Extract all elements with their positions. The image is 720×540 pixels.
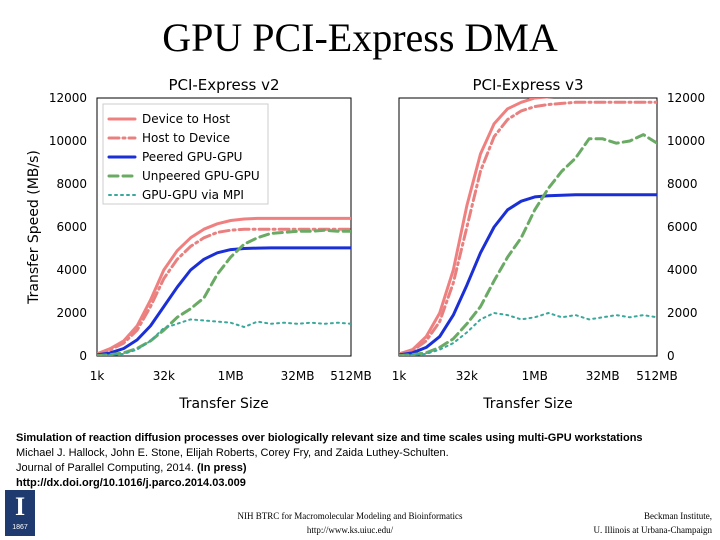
series-group <box>97 216 351 356</box>
y-tick-label: 4000 <box>56 263 87 277</box>
y-tick-label: 12000 <box>667 91 705 105</box>
footer-right: Beckman Institute, U. Illinois at Urbana… <box>512 509 712 537</box>
legend-label: GPU-GPU via MPI <box>142 188 244 202</box>
logo-year: 1867 <box>12 524 28 531</box>
slide-title: GPU PCI-Express DMA <box>162 15 558 60</box>
y-tick-label: 10000 <box>667 134 705 148</box>
legend-label: Unpeered GPU-GPU <box>142 169 260 183</box>
y-axis-label: Transfer Speed (MB/s) <box>26 150 42 305</box>
chart-title-v2: PCI-Express v2 <box>168 76 279 94</box>
caption: Simulation of reaction diffusion process… <box>16 431 716 491</box>
y-tick-label: 6000 <box>667 220 698 234</box>
series-line-gpu-gpu-via-mpi <box>399 312 657 356</box>
legend-label: Host to Device <box>142 131 230 145</box>
x-tick-label: 32k <box>153 369 175 383</box>
caption-journal: Journal of Parallel Computing, 2014. (In… <box>16 461 716 476</box>
y-tick-label: 6000 <box>56 220 87 234</box>
footer-right-line2: U. Illinois at Urbana-Champaign <box>593 525 712 535</box>
plot-frame <box>398 97 658 357</box>
x-tick-label: 1k <box>392 369 407 383</box>
y-tick-label: 8000 <box>56 177 87 191</box>
footer-center-line1: NIH BTRC for Macromolecular Modeling and… <box>237 511 463 521</box>
y-tick-label: 2000 <box>56 306 87 320</box>
y-tick-label: 12000 <box>49 91 87 105</box>
series-line-peered-gpu-gpu <box>399 193 657 356</box>
caption-title: Simulation of reaction diffusion process… <box>16 432 643 444</box>
y-tick-label: 8000 <box>667 177 698 191</box>
footer-center-url[interactable]: http://www.ks.uiuc.edu/ <box>306 525 394 535</box>
caption-journal-status: (In press) <box>197 462 247 474</box>
series-line-host-to-device <box>97 227 351 356</box>
caption-authors: Michael J. Hallock, John E. Stone, Elija… <box>16 447 449 459</box>
x-tick-label: 1k <box>90 369 105 383</box>
series-line-peered-gpu-gpu <box>97 246 351 356</box>
caption-doi-link[interactable]: http://dx.doi.org/10.1016/j.parco.2014.0… <box>16 477 246 489</box>
legend-label: Device to Host <box>142 112 230 126</box>
x-axis-label: Transfer Size <box>482 396 572 412</box>
legend-box <box>102 103 269 205</box>
series-line-device-to-host <box>97 216 351 356</box>
chart-legend: Device to Host Host to Device Peered GPU-G… <box>102 103 269 205</box>
series-line-host-to-device <box>399 100 657 356</box>
x-axis-label: Transfer Size <box>178 396 268 412</box>
y-tick-label: 4000 <box>667 263 698 277</box>
caption-journal-name: Journal of Parallel Computing, 2014. <box>16 462 194 474</box>
y-tick-label: 10000 <box>49 134 87 148</box>
x-tick-label: 32MB <box>281 369 315 383</box>
y-tick-label: 0 <box>79 349 87 363</box>
chart-figure: PCI-Express v2 0 2000 4000 6000 8000 10000 1200… <box>26 76 705 412</box>
footer-center: NIH BTRC for Macromolecular Modeling and… <box>200 509 500 537</box>
footer-right-line1: Beckman Institute, <box>644 511 712 521</box>
x-tick-label: 32MB <box>586 369 620 383</box>
series-line-device-to-host <box>399 98 554 356</box>
x-tick-label: 1MB <box>218 369 244 383</box>
y-tick-label: 2000 <box>667 306 698 320</box>
series-group <box>399 98 657 356</box>
series-line-unpeered-gpu-gpu <box>399 133 657 356</box>
x-tick-label: 32k <box>456 369 478 383</box>
plot-frame <box>96 97 352 357</box>
x-tick-label: 512MB <box>330 369 372 383</box>
series-line-gpu-gpu-via-mpi <box>97 318 351 356</box>
x-tick-label: 512MB <box>636 369 678 383</box>
y-tick-label: 0 <box>667 349 675 363</box>
legend-label: Peered GPU-GPU <box>142 150 242 164</box>
chart-title-v3: PCI-Express v3 <box>472 76 583 94</box>
chart-panel-pcie-v3: PCI-Express v3 0 2000 4000 6000 8000 10000 1200… <box>392 76 705 412</box>
logo-mark: I <box>14 492 26 521</box>
university-logo: I 1867 <box>5 490 35 536</box>
x-tick-label: 1MB <box>522 369 548 383</box>
chart-panel-pcie-v2: PCI-Express v2 0 2000 4000 6000 8000 10000 1200… <box>26 76 372 412</box>
